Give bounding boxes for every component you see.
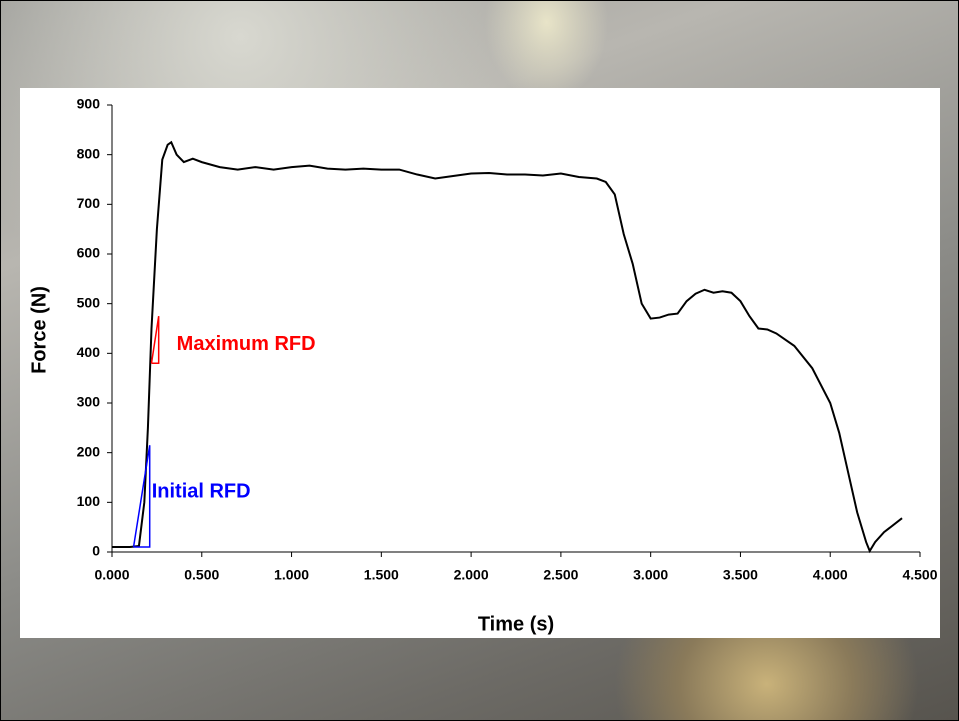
y-tick-label: 800 <box>77 145 101 161</box>
x-tick-label: 2.500 <box>543 567 578 583</box>
data-line <box>150 315 160 365</box>
x-tick-label: 1.000 <box>274 567 309 583</box>
y-tick-label: 0 <box>92 543 100 559</box>
x-tick-label: 4.000 <box>813 567 848 583</box>
data-line <box>132 445 151 548</box>
y-axis-title: Force (N) <box>28 286 50 374</box>
x-tick-label: 2.000 <box>454 567 489 583</box>
y-tick-label: 300 <box>77 394 101 410</box>
y-tick-label: 900 <box>77 96 101 112</box>
data-line <box>112 140 903 554</box>
y-tick-label: 200 <box>77 443 101 459</box>
x-tick-label: 0.500 <box>184 567 219 583</box>
x-tick-label: 3.500 <box>723 567 758 583</box>
x-tick-label: 0.000 <box>94 567 129 583</box>
chart-panel <box>20 88 940 638</box>
x-tick-label: 3.000 <box>633 567 668 583</box>
y-tick-label: 400 <box>77 344 101 360</box>
x-tick-label: 1.500 <box>364 567 399 583</box>
y-tick-label: 700 <box>77 195 101 211</box>
y-tick-label: 100 <box>77 493 101 509</box>
y-tick-label: 600 <box>77 245 101 261</box>
annotation-label: Initial RFD <box>152 480 251 502</box>
y-tick-label: 500 <box>77 294 101 310</box>
x-tick-label: 4.500 <box>902 567 937 583</box>
annotation-label: Maximum RFD <box>177 333 316 355</box>
x-axis-title: Time (s) <box>478 613 554 635</box>
